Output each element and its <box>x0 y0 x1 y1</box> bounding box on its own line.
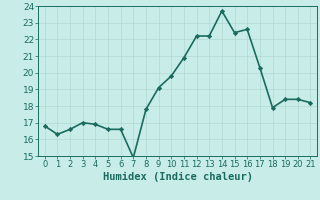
X-axis label: Humidex (Indice chaleur): Humidex (Indice chaleur) <box>103 172 252 182</box>
